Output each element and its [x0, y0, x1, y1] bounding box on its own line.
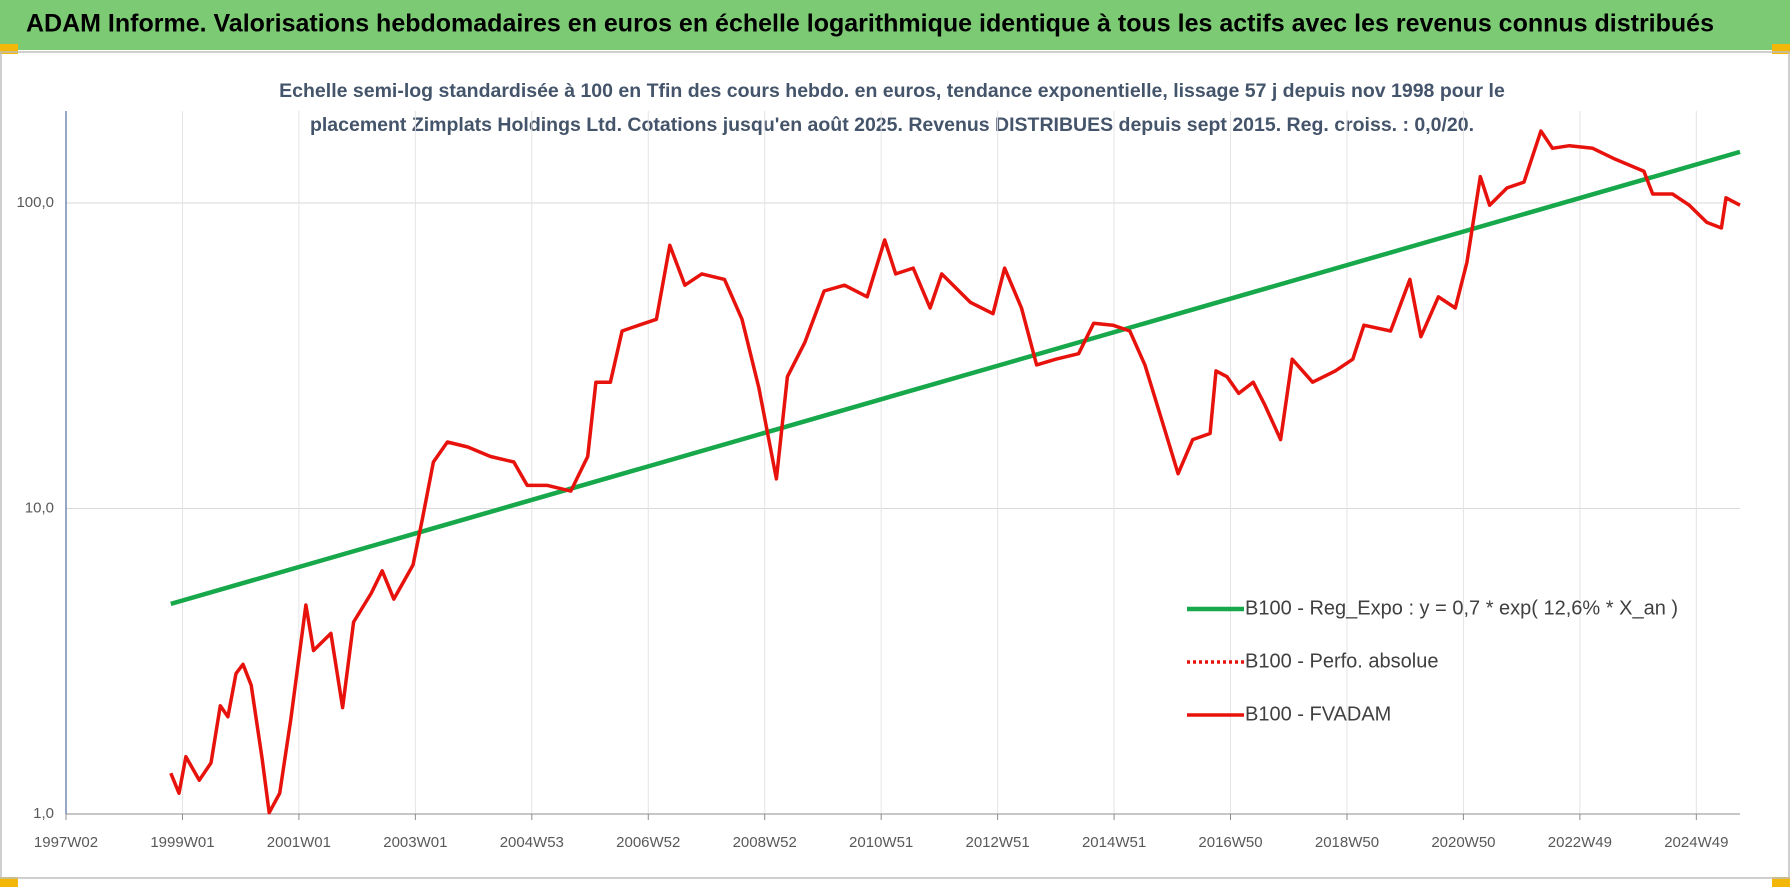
x-tick-label: 2020W50 [1431, 834, 1495, 851]
y-tick-label: 100,0 [16, 194, 54, 211]
frame [0, 51, 1790, 879]
legend-label: B100 - Perfo. absolue [1245, 650, 1438, 672]
corner [0, 44, 18, 54]
x-tick-label: 2022W49 [1548, 834, 1612, 851]
x-tick-label: 2018W50 [1315, 834, 1379, 851]
x-tick-label: 2024W49 [1664, 834, 1728, 851]
corner [1772, 877, 1790, 887]
header-bar [0, 0, 1790, 50]
x-tick-label: 2010W51 [849, 834, 913, 851]
x-tick-label: 2014W51 [1082, 834, 1146, 851]
header-title: ADAM Informe. Valorisations hebdomadaire… [26, 10, 1714, 38]
y-tick-label: 1,0 [33, 805, 54, 822]
y-tick-label: 10,0 [25, 499, 54, 516]
x-tick-label: 2004W53 [500, 834, 564, 851]
legend-label: B100 - FVADAM [1245, 703, 1391, 725]
series-line [170, 149, 1741, 607]
subtitle: placement Zimplats Holdings Ltd. Cotatio… [310, 114, 1474, 136]
x-tick-label: 1999W01 [150, 834, 214, 851]
corner [1772, 44, 1790, 54]
x-tick-label: 2001W01 [267, 834, 331, 851]
x-tick-label: 2006W52 [616, 834, 680, 851]
x-tick-label: 2016W50 [1198, 834, 1262, 851]
x-tick-label: 1997W02 [34, 834, 98, 851]
subtitle: Echelle semi-log standardisée à 100 en T… [279, 80, 1505, 102]
x-tick-label: 2012W51 [966, 834, 1030, 851]
x-tick-label: 2008W52 [733, 834, 797, 851]
legend-label: B100 - Reg_Expo : y = 0,7 * exp( 12,6% *… [1245, 597, 1678, 619]
corner [0, 877, 18, 887]
x-tick-label: 2003W01 [383, 834, 447, 851]
series-line [169, 129, 1741, 815]
